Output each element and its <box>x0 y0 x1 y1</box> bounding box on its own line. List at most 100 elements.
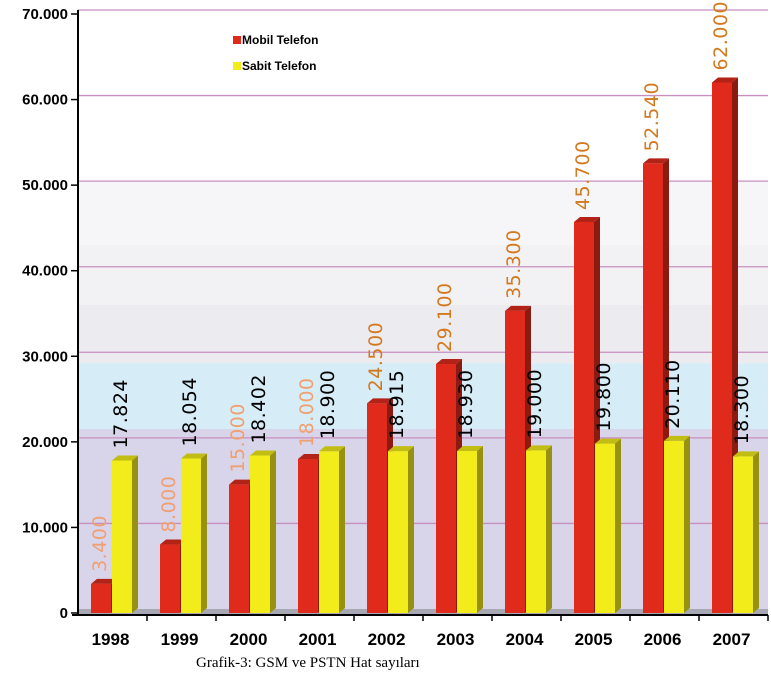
bar-front <box>733 456 753 613</box>
mobile-data-label: 52.540 <box>641 82 663 151</box>
fixed-data-label: 19.800 <box>593 362 615 431</box>
y-tick-label: 40.000 <box>22 263 68 280</box>
y-tick-label: 70.000 <box>22 6 68 23</box>
mobile-data-label: 62.000 <box>710 1 732 70</box>
mobile-bar <box>712 77 738 613</box>
bar-top <box>733 451 759 457</box>
bar-front <box>712 82 732 613</box>
bar-top <box>91 578 117 584</box>
x-tick-label: 2003 <box>437 630 475 649</box>
bar-top <box>526 445 552 451</box>
fixed-data-label: 18.900 <box>317 370 339 439</box>
y-tick-label: 0 <box>60 605 68 622</box>
bar-top <box>229 479 255 485</box>
bar-front <box>160 544 180 613</box>
fixed-data-label: 18.402 <box>248 374 270 443</box>
bar-top <box>595 438 621 444</box>
fixed-data-label: 19.000 <box>524 369 546 438</box>
x-tick-label: 2007 <box>713 630 751 649</box>
fixed-data-label: 18.300 <box>731 375 753 444</box>
fixed-bar <box>733 451 759 613</box>
bar-top <box>388 446 414 452</box>
bar-top <box>643 158 669 164</box>
y-tick-label: 60.000 <box>22 92 68 109</box>
bar-top <box>664 435 690 441</box>
bar-front <box>319 451 339 613</box>
fixed-bar <box>388 446 414 613</box>
bar-top <box>367 398 393 404</box>
legend: Mobil Telefon Sabit Telefon <box>233 33 318 73</box>
legend-swatch-mobile <box>233 36 241 44</box>
y-tick-label: 30.000 <box>22 348 68 365</box>
mobile-data-label: 3.400 <box>89 515 111 572</box>
bar-top <box>712 77 738 83</box>
bar-side <box>615 438 621 613</box>
bar-front <box>457 451 477 613</box>
legend-label-mobile: Mobil Telefon <box>242 33 318 47</box>
bar-top <box>574 216 600 222</box>
bar-front <box>367 403 387 613</box>
bar-front <box>505 310 525 613</box>
bar-front <box>250 455 270 613</box>
legend-swatch-fixed <box>233 62 241 70</box>
bar-side <box>339 446 345 613</box>
bar-front <box>298 458 318 613</box>
fixed-bar <box>250 450 276 613</box>
bar-top <box>250 450 276 456</box>
bar-side <box>753 451 759 613</box>
fixed-bar <box>526 445 552 613</box>
fixed-bar <box>319 446 345 613</box>
axes: 0 10.000 20.000 30.000 40.000 50.000 60.000 70.… <box>22 6 769 649</box>
bar-side <box>546 445 552 613</box>
fixed-data-label: 20.110 <box>662 359 684 428</box>
bar-front <box>643 163 663 613</box>
bars <box>91 77 759 613</box>
mobile-data-label: 24.500 <box>365 322 387 391</box>
bar-front <box>595 443 615 613</box>
fixed-bar <box>112 455 138 613</box>
bar-top <box>457 446 483 452</box>
bar-front <box>91 583 111 613</box>
bar-side <box>477 446 483 613</box>
bar-front <box>436 363 456 613</box>
mobile-data-label: 45.700 <box>572 140 594 209</box>
bar-side <box>684 435 690 613</box>
bar-front <box>388 451 408 613</box>
bar-side <box>132 455 138 613</box>
fixed-bar <box>181 453 207 613</box>
bar-top <box>505 305 531 311</box>
chart-floor <box>78 609 768 615</box>
mobile-data-label: 35.300 <box>503 229 525 298</box>
bar-side <box>408 446 414 613</box>
mobile-data-label: 15.000 <box>227 403 249 472</box>
bar-top <box>181 453 207 459</box>
fixed-data-label: 18.054 <box>179 377 201 446</box>
bar-side <box>270 450 276 613</box>
floor-strip <box>78 609 768 615</box>
bar-top <box>319 446 345 452</box>
mobile-data-label: 8.000 <box>158 476 180 533</box>
x-tick-label: 2000 <box>230 630 268 649</box>
fixed-bar <box>595 438 621 613</box>
chart-caption: Grafik-3: GSM ve PSTN Hat sayıları <box>196 655 420 671</box>
bar-side <box>201 453 207 613</box>
x-tick-label: 1999 <box>161 630 199 649</box>
legend-label-fixed: Sabit Telefon <box>242 59 316 73</box>
data-labels: 3.400 17.824 8.000 18.054 15.000 18.402 18.000… <box>89 1 753 572</box>
bar-front <box>574 221 594 613</box>
mobile-data-label: 29.100 <box>434 283 456 352</box>
x-tick-label: 1998 <box>92 630 130 649</box>
bar-front <box>664 440 684 613</box>
y-tick-label: 20.000 <box>22 434 68 451</box>
fixed-bar <box>664 435 690 613</box>
bar-front <box>181 458 201 613</box>
x-tick-label: 2001 <box>299 630 337 649</box>
x-tick-label: 2005 <box>575 630 613 649</box>
x-tick-label: 2004 <box>506 630 544 649</box>
fixed-data-label: 18.915 <box>386 370 408 439</box>
x-tick-label: 2006 <box>644 630 682 649</box>
bar-front <box>112 460 132 613</box>
bar-front <box>526 450 546 613</box>
y-tick-label: 50.000 <box>22 177 68 194</box>
